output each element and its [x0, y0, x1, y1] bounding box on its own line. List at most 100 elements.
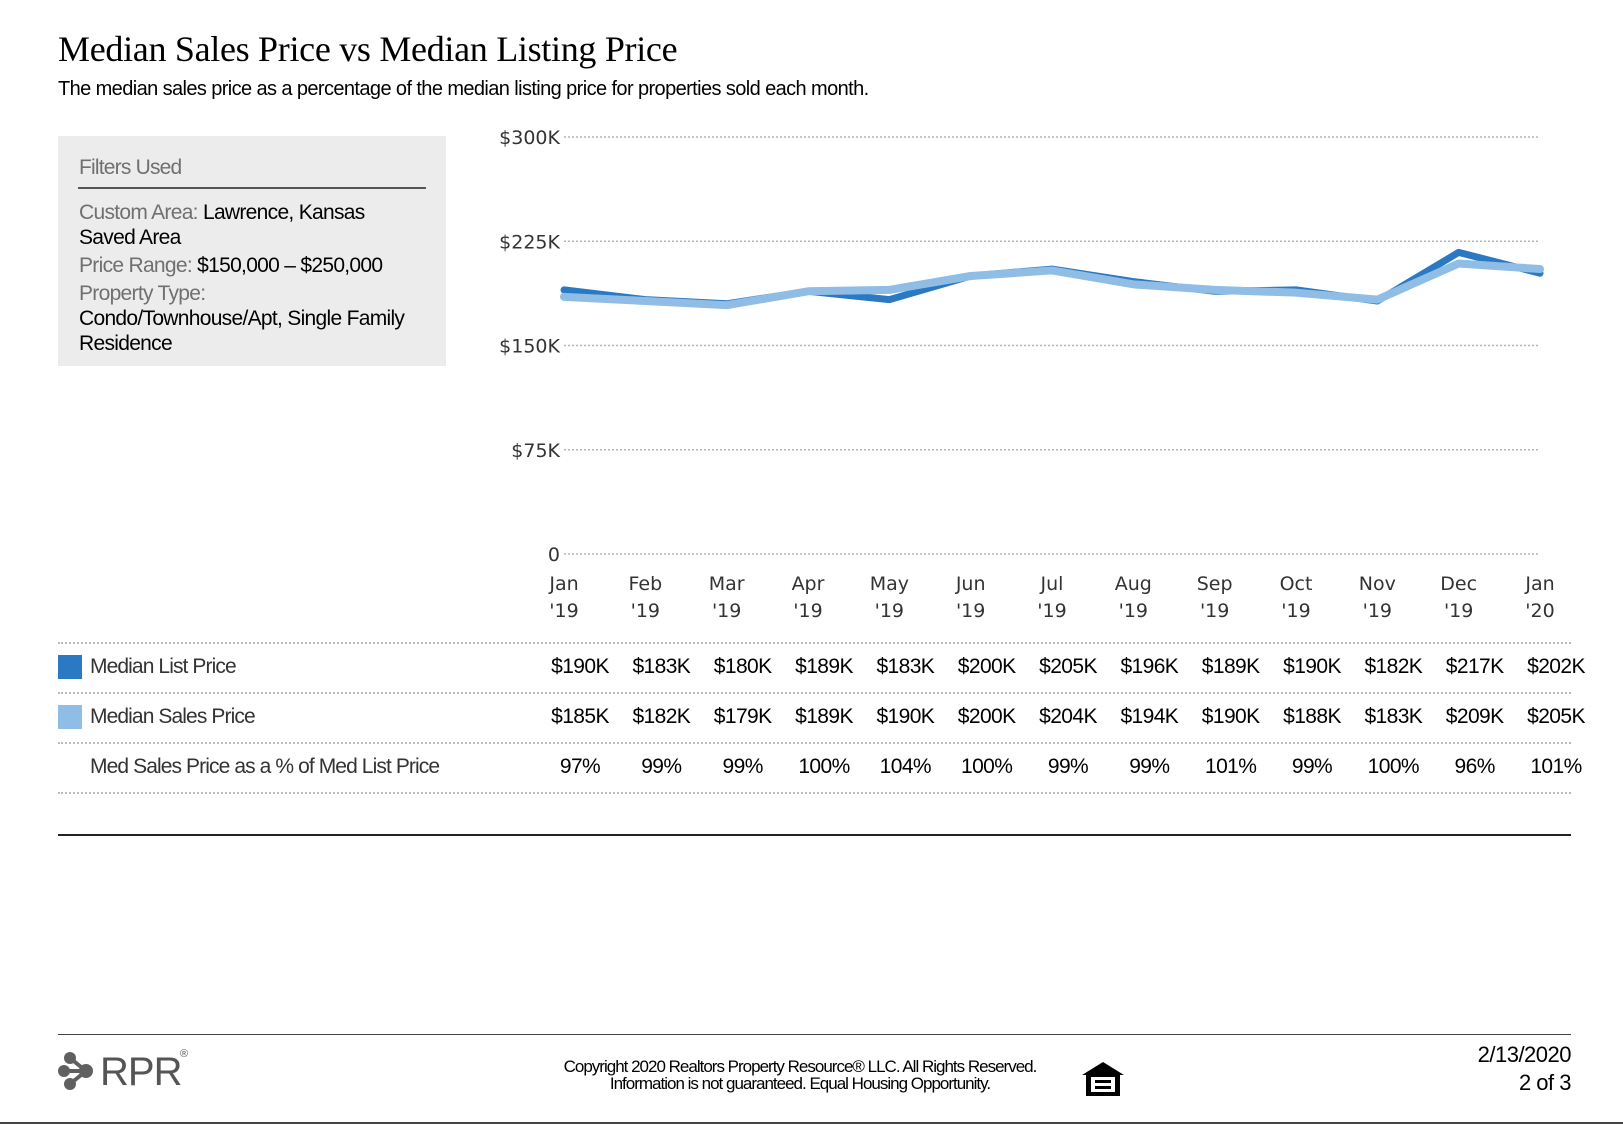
y-tick-label: $300K [499, 127, 560, 149]
footer-rule [58, 1034, 1571, 1035]
x-tick-label: May [870, 573, 909, 595]
page-bottom-rule [0, 1122, 1623, 1124]
table-cell: $183K [632, 655, 691, 678]
page-number: 2 of 3 [1518, 1070, 1572, 1095]
ratio-row-label: Med Sales Price as a % of Med List Price [90, 755, 440, 778]
table-cell: $194K [1120, 705, 1179, 728]
x-tick-label: '19 [956, 600, 985, 622]
table-cell: 99% [641, 755, 682, 778]
table-cell: $200K [957, 705, 1016, 728]
table-cell: $180K [713, 655, 772, 678]
x-tick-label: '19 [1119, 600, 1148, 622]
table-cell: 99% [1129, 755, 1170, 778]
x-tick-label: '19 [793, 600, 822, 622]
copyright-notice: Copyright 2020 Realtors Property Resourc… [540, 1058, 1060, 1092]
chart-x-axis: Jan '19 Feb '19 Mar '19 Apr '19 May '19 Jun '19 Jul '… [548, 573, 1554, 622]
list-price-swatch [58, 655, 82, 679]
ratio-row: Med Sales Price as a % of Med List Price… [58, 745, 1582, 793]
property-type-value: Condo/Townhouse/Apt, Single Family Resid… [79, 307, 405, 355]
filters-heading: Filters Used [79, 156, 182, 179]
table-cell: $200K [957, 655, 1016, 678]
report-meta: 2/13/2020 2 of 3 [1477, 1041, 1572, 1097]
rpr-logo-text: RPR [100, 1050, 182, 1094]
table-divider [58, 642, 1571, 644]
table-cell: $182K [1364, 655, 1423, 678]
table-cell: 100% [1367, 755, 1420, 778]
table-cell: 99% [722, 755, 764, 778]
table-divider [58, 742, 1571, 744]
filters-body: Custom Area: Lawrence, Kansas Saved Area… [79, 200, 429, 356]
x-tick-label: Oct [1280, 573, 1313, 595]
table-divider [58, 792, 1571, 794]
list-price-row: Median List Price $190K $183K $180K $189K $1… [58, 645, 1585, 693]
chart-grid: 0 $75K $150K $225K $300K [499, 127, 1540, 566]
table-cell: 100% [961, 755, 1013, 778]
y-tick-label: $225K [499, 231, 560, 253]
table-cell: $179K [713, 705, 772, 728]
table-cell: $183K [1364, 705, 1423, 728]
price-line-chart: 0 $75K $150K $225K $300K Jan '19 Feb '19 Mar '19 A… [499, 127, 1555, 622]
table-cell: $202K [1527, 655, 1585, 678]
x-tick-label: Jun [955, 573, 986, 595]
rpr-logo: RPR ® [58, 1048, 198, 1098]
table-cell: $189K [1201, 655, 1260, 678]
x-tick-label: Mar [709, 573, 745, 595]
y-tick-label: 0 [548, 544, 560, 566]
table-cell: 96% [1454, 755, 1496, 778]
copyright-line-1: Copyright 2020 Realtors Property Resourc… [563, 1057, 1038, 1076]
x-tick-label: Sep [1197, 573, 1233, 595]
table-cell: $205K [1039, 655, 1097, 678]
table-cell: $182K [632, 705, 691, 728]
x-tick-label: '19 [1037, 600, 1066, 622]
x-tick-label: '19 [1363, 600, 1392, 622]
table-cell: $217K [1445, 655, 1504, 678]
table-cell: 101% [1530, 755, 1582, 778]
table-cell: 99% [1047, 755, 1089, 778]
copyright-line-2: Information is not guaranteed. Equal Hou… [609, 1074, 991, 1093]
table-cell: $183K [876, 655, 935, 678]
x-tick-label: '19 [1200, 600, 1229, 622]
sales-price-row: Median Sales Price $185K $182K $179K $189K $… [58, 695, 1585, 743]
x-tick-label: '20 [1525, 600, 1554, 622]
chart-series [560, 248, 1544, 310]
x-tick-label: '19 [712, 600, 741, 622]
x-tick-label: Jul [1040, 573, 1064, 595]
custom-area-value: Lawrence, Kansas [202, 201, 365, 224]
page-title: Median Sales Price vs Median Listing Pri… [58, 29, 678, 69]
table-cell: 100% [798, 755, 850, 778]
x-tick-label: Jan [1524, 573, 1554, 595]
x-tick-label: Jan [548, 573, 578, 595]
custom-area-value-2: Saved Area [79, 226, 181, 249]
table-cell: $190K [1201, 705, 1260, 728]
equal-housing-icon [1082, 1062, 1124, 1096]
x-tick-label: '19 [1444, 600, 1473, 622]
table-cell: $204K [1039, 705, 1097, 728]
table-cell: $190K [876, 705, 935, 728]
table-cell: 101% [1205, 755, 1257, 778]
x-tick-label: Feb [629, 573, 663, 595]
rpr-logo-icon [58, 1052, 93, 1090]
x-tick-label: Dec [1440, 573, 1477, 595]
table-cell: $209K [1445, 705, 1504, 728]
filters-divider [78, 187, 426, 189]
table-cell: 97% [559, 755, 601, 778]
x-tick-label: '19 [875, 600, 904, 622]
table-cell: $190K [1283, 655, 1341, 678]
table-cell: $189K [795, 655, 853, 678]
list-price-row-label: Median List Price [90, 655, 237, 678]
custom-area-label: Custom Area: [79, 201, 199, 224]
x-tick-label: '19 [631, 600, 660, 622]
price-range-value: $150,000 – $250,000 [197, 254, 383, 277]
table-divider [58, 692, 1571, 694]
sales-price-row-label: Median Sales Price [90, 705, 256, 728]
price-range-label: Price Range: [79, 254, 193, 277]
x-tick-label: Apr [792, 573, 825, 595]
x-tick-label: Aug [1115, 573, 1152, 595]
x-tick-label: '19 [549, 600, 578, 622]
table-cell: $185K [551, 705, 609, 728]
report-date: 2/13/2020 [1477, 1042, 1572, 1067]
x-tick-label: Nov [1359, 573, 1396, 595]
table-cell: 104% [879, 755, 932, 778]
filters-panel: Filters Used Custom Area: Lawrence, Kans… [58, 136, 446, 366]
table-cell: $189K [795, 705, 853, 728]
